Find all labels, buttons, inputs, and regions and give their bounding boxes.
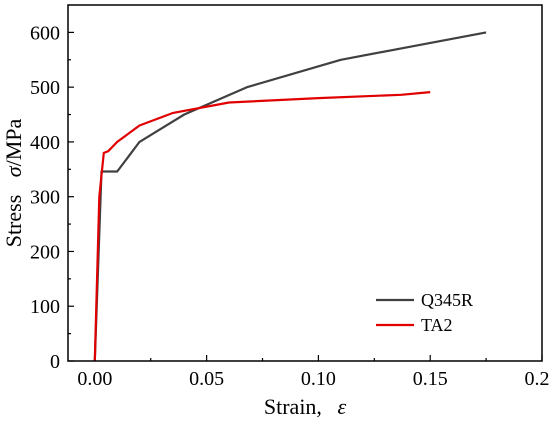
series-line-ta2: [93, 91, 431, 362]
y-tick-label: 500: [30, 77, 60, 99]
series-line-q345r: [93, 31, 487, 362]
x-axis-title: Strain, ε: [264, 394, 347, 419]
plot-frame: [67, 4, 543, 362]
legend-label: TA2: [421, 315, 453, 335]
x-axis-symbol: ε: [337, 394, 346, 419]
legend-label: Q345R: [421, 290, 473, 310]
y-tick-label: 200: [30, 241, 60, 263]
y-axis-title: Stress σ/MPa: [1, 118, 26, 247]
y-tick-label: 100: [30, 296, 60, 318]
axes: 0.00 0.05 0.10 0.15 0.20 0 100 200 300 400 500 600: [30, 22, 550, 390]
x-tick-label: 0.00: [77, 368, 112, 390]
legend: Q345R TA2: [376, 290, 473, 335]
y-tick-label: 400: [30, 132, 60, 154]
y-tick-label: 0: [50, 351, 60, 373]
series-layer: [93, 31, 487, 362]
y-axis-unit: /MPa: [1, 118, 26, 166]
x-tick-label: 0.15: [413, 368, 448, 390]
y-tick-label: 300: [30, 187, 60, 209]
x-tick-label: 0.10: [301, 368, 336, 390]
x-tick-label: 0.05: [189, 368, 224, 390]
y-axis-symbol: σ: [1, 165, 26, 177]
y-axis-label: Stress: [1, 195, 26, 248]
y-tick-label: 600: [30, 22, 60, 44]
x-axis-label: Strain,: [264, 394, 322, 419]
x-tick-label: 0.20: [525, 368, 550, 390]
